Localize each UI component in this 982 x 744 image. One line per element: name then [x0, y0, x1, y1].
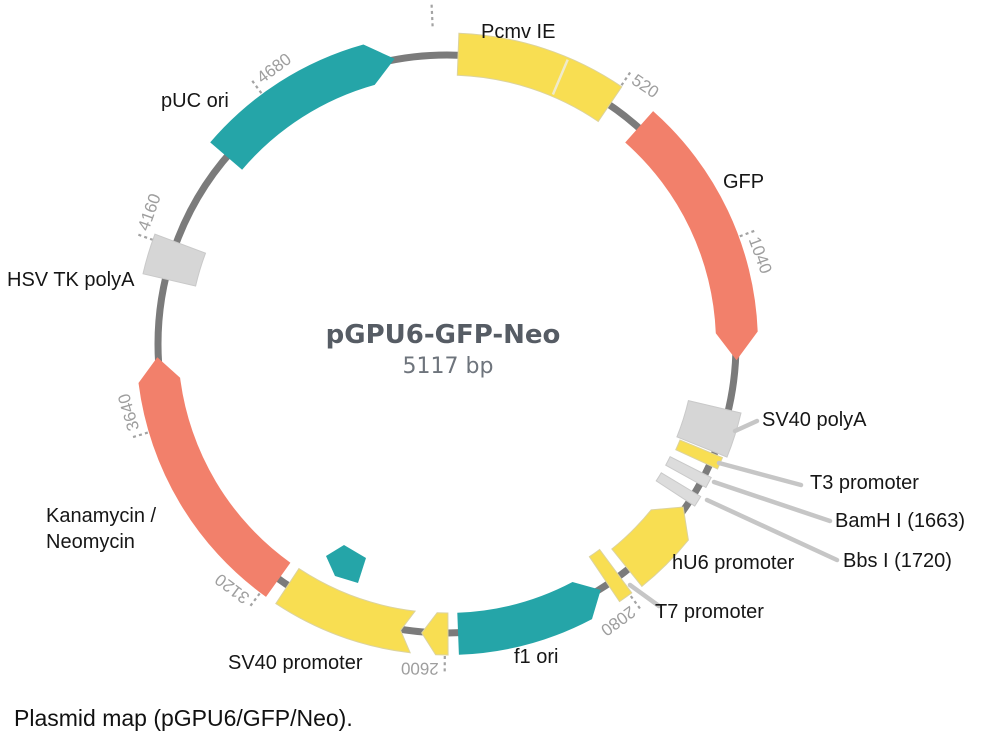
label-sv40-polya: SV40 polyA — [762, 409, 867, 431]
tick-label-3640: 3640 — [114, 391, 143, 433]
feature-gfp — [625, 111, 758, 361]
label-kanamycin-neomycin: Neomycin — [46, 531, 135, 553]
leader-line-sv40-polya — [732, 418, 760, 434]
feature-kanamycin-neomycin — [138, 357, 291, 597]
plasmid-size: 5117 bp — [403, 354, 494, 379]
label-pcmv-ie: Pcmv IE — [481, 21, 555, 43]
tick-label-2600: 2600 — [401, 659, 439, 678]
tick-mark-4680 — [251, 79, 263, 94]
tick-mark-3120 — [249, 592, 261, 607]
tick-label-4160: 4160 — [134, 191, 165, 233]
plasmid-title-group: pGPU6-GFP-Neo 5117 bp — [326, 320, 561, 379]
label-kanamycin-neomycin: Kanamycin / — [46, 505, 156, 527]
feature-sv40-promoter-arrowhead — [421, 612, 449, 656]
feature-puc-ori — [210, 44, 395, 170]
label-sv40-promoter: SV40 promoter — [228, 652, 363, 674]
feature-hsv-tk-polya — [142, 233, 207, 287]
tick-mark-origin — [430, 2, 434, 27]
label-gfp: GFP — [723, 171, 764, 193]
label-hsv-tk-polya: HSV TK polyA — [7, 269, 135, 291]
features-layer — [138, 32, 758, 656]
feature-bbsi-site — [655, 472, 702, 507]
tick-label-1040: 1040 — [745, 234, 776, 276]
feature-divider-pcmv-ie — [551, 59, 569, 95]
feature-f1-ori — [457, 582, 601, 655]
inner-pentagon-marker — [326, 545, 366, 583]
tick-label-2080: 2080 — [597, 602, 639, 640]
label-bamhi-site: BamH I (1663) — [835, 510, 965, 532]
tick-mark-2080 — [629, 595, 642, 610]
tick-mark-3640 — [132, 431, 149, 439]
leader-lines-layer — [627, 418, 840, 609]
leader-line-t3-promoter — [716, 460, 804, 488]
tick-label-520: 520 — [628, 70, 662, 102]
feature-pcmv-ie — [456, 32, 623, 123]
label-f1-ori: f1 ori — [514, 646, 558, 668]
figure-caption: Plasmid map (pGPU6/GFP/Neo). — [14, 705, 353, 731]
label-t3-promoter: T3 promoter — [810, 472, 919, 494]
tick-mark-4160 — [137, 233, 154, 241]
feature-t7-promoter — [588, 548, 633, 603]
tick-mark-520 — [620, 71, 632, 86]
feature-sv40-promoter — [275, 567, 417, 654]
plasmid-name: pGPU6-GFP-Neo — [326, 320, 561, 350]
label-puc-ori: pUC ori — [161, 90, 229, 112]
leader-line-t7-promoter — [627, 582, 662, 609]
label-hu6-promoter: hU6 promoter — [672, 552, 795, 574]
tick-mark-1040 — [739, 229, 756, 238]
feature-labels-layer: Pcmv IE GFP SV40 polyA T3 promoter BamH I (1… — [7, 21, 965, 674]
feature-bamhi-site — [665, 456, 712, 489]
label-t7-promoter: T7 promoter — [655, 601, 764, 623]
feature-hu6-promoter — [611, 506, 689, 588]
leader-line-bamhi-site — [711, 479, 833, 524]
leader-line-bbsi-site — [704, 497, 840, 563]
label-bbsi-site: Bbs I (1720) — [843, 550, 952, 572]
